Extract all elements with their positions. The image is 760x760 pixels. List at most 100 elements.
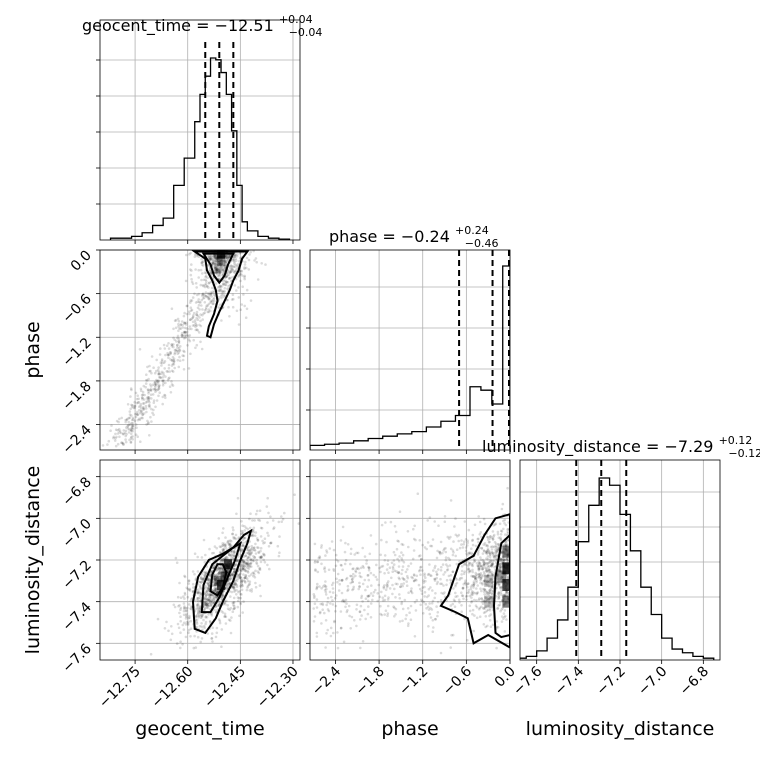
scatter-point bbox=[352, 576, 355, 579]
scatter-point bbox=[492, 545, 496, 549]
scatter-point bbox=[211, 300, 214, 303]
scatter-point bbox=[470, 599, 474, 603]
scatter-point bbox=[220, 567, 223, 571]
scatter-point bbox=[421, 543, 425, 547]
scatter-point bbox=[498, 603, 502, 607]
scatter-point bbox=[225, 585, 228, 588]
scatter-point bbox=[226, 298, 229, 302]
scatter-point bbox=[135, 401, 139, 405]
scatter-point bbox=[234, 582, 237, 586]
scatter-point bbox=[494, 544, 497, 548]
scatter-point bbox=[212, 296, 216, 300]
scatter-point bbox=[449, 535, 452, 539]
scatter-point bbox=[496, 607, 500, 610]
scatter-point bbox=[185, 304, 188, 308]
scatter-point bbox=[222, 547, 226, 550]
scatter-point bbox=[219, 263, 222, 267]
scatter-point bbox=[195, 316, 198, 320]
scatter-point bbox=[400, 542, 404, 546]
scatter-point bbox=[187, 579, 191, 582]
scatter-point bbox=[223, 612, 227, 616]
scatter-point bbox=[190, 280, 194, 284]
scatter-point bbox=[214, 583, 217, 586]
scatter-point bbox=[197, 588, 200, 591]
scatter-point bbox=[204, 598, 207, 602]
scatter-point bbox=[170, 369, 174, 373]
scatter-point bbox=[177, 346, 181, 350]
scatter-point bbox=[409, 618, 413, 621]
scatter-point bbox=[431, 599, 435, 603]
scatter-point bbox=[224, 281, 227, 285]
scatter-point bbox=[208, 596, 211, 599]
scatter-point bbox=[149, 652, 153, 656]
scatter-point bbox=[221, 260, 224, 263]
scatter-point bbox=[155, 358, 158, 362]
scatter-point bbox=[422, 579, 425, 582]
scatter-point bbox=[183, 321, 186, 324]
scatter-point bbox=[219, 288, 223, 292]
scatter-point bbox=[183, 606, 186, 610]
scatter-point bbox=[259, 549, 262, 553]
scatter-point bbox=[170, 632, 174, 636]
scatter-point bbox=[232, 258, 236, 262]
scatter-point bbox=[208, 258, 212, 262]
scatter-point bbox=[183, 597, 186, 600]
scatter-point bbox=[420, 598, 423, 602]
scatter-point bbox=[225, 586, 228, 590]
scatter-point bbox=[251, 558, 254, 561]
scatter-point bbox=[468, 561, 472, 565]
scatter-point bbox=[269, 541, 272, 545]
scatter-point bbox=[293, 493, 296, 497]
scatter-point bbox=[477, 575, 480, 579]
scatter-point bbox=[489, 586, 493, 590]
scatter-point bbox=[262, 542, 265, 545]
scatter-point bbox=[200, 304, 203, 307]
scatter-point bbox=[233, 583, 237, 586]
scatter-point bbox=[197, 298, 200, 301]
scatter-point bbox=[245, 577, 249, 580]
scatter-point bbox=[141, 413, 145, 417]
scatter-point bbox=[192, 590, 195, 593]
scatter-point bbox=[208, 547, 211, 551]
scatter-point bbox=[228, 255, 231, 259]
scatter-point bbox=[391, 592, 394, 596]
scatter-point bbox=[205, 590, 208, 594]
scatter-point bbox=[246, 563, 250, 566]
scatter-point bbox=[232, 537, 236, 540]
scatter-point bbox=[214, 588, 217, 591]
scatter-point bbox=[436, 580, 440, 584]
scatter-point bbox=[255, 537, 259, 540]
scatter-point bbox=[487, 566, 490, 569]
scatter-point bbox=[506, 559, 509, 563]
scatter-point bbox=[134, 433, 138, 437]
scatter-point bbox=[207, 297, 210, 300]
scatter-point bbox=[204, 275, 207, 279]
scatter-point bbox=[473, 582, 476, 586]
scatter-point bbox=[131, 438, 134, 441]
scatter-point bbox=[430, 608, 434, 611]
scatter-point bbox=[476, 553, 480, 556]
scatter-point bbox=[223, 265, 227, 268]
scatter-point bbox=[213, 582, 217, 586]
scatter-point bbox=[202, 297, 205, 300]
scatter-point bbox=[204, 572, 208, 575]
scatter-point bbox=[255, 546, 259, 549]
scatter-point bbox=[131, 435, 134, 438]
scatter-point bbox=[461, 587, 465, 590]
scatter-point bbox=[379, 553, 383, 557]
scatter-point bbox=[212, 551, 216, 555]
scatter-point bbox=[369, 616, 373, 619]
scatter-point bbox=[243, 267, 246, 271]
scatter-point bbox=[145, 397, 149, 400]
scatter-point bbox=[229, 539, 232, 542]
scatter-point bbox=[167, 356, 170, 360]
scatter-point bbox=[136, 418, 140, 422]
scatter-point bbox=[197, 255, 201, 258]
scatter-point bbox=[218, 274, 221, 278]
scatter-point bbox=[498, 593, 501, 597]
scatter-point bbox=[249, 562, 253, 565]
scatter-point bbox=[462, 572, 466, 575]
contour-outer bbox=[439, 513, 510, 649]
scatter-point bbox=[230, 556, 233, 560]
scatter-point bbox=[409, 590, 413, 593]
